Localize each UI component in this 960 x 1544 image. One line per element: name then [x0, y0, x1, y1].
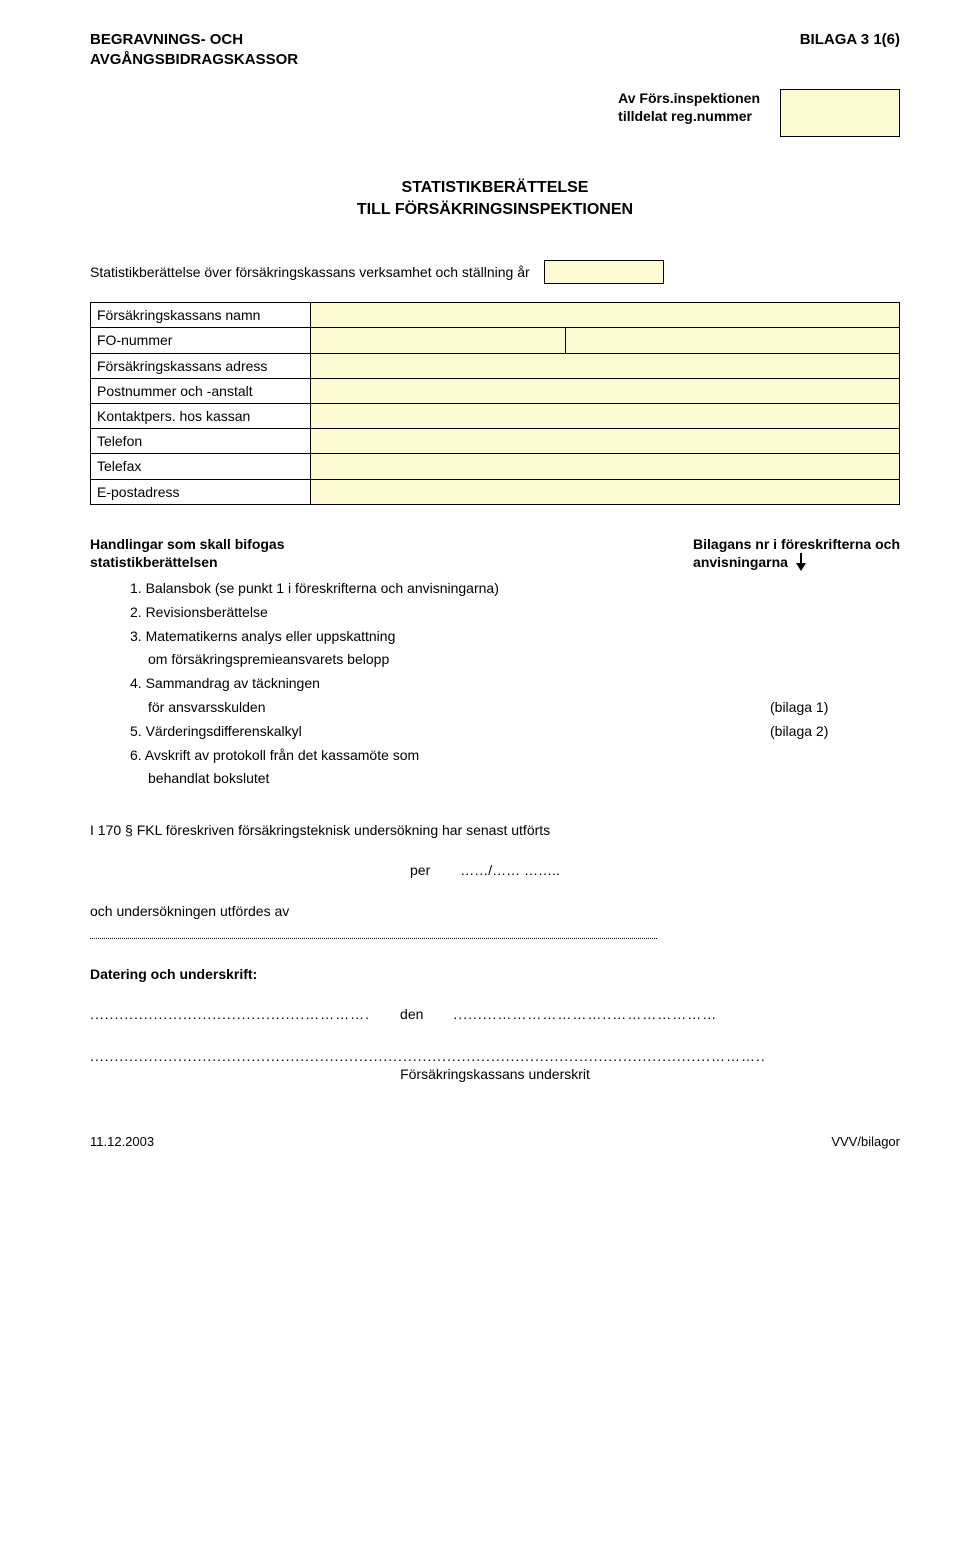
sig-long-dots: ........................................… — [90, 1048, 766, 1064]
field-fax[interactable] — [311, 454, 900, 479]
list-item: 1. Balansbok (se punkt 1 i föreskriftern… — [130, 577, 900, 601]
field-email[interactable] — [311, 479, 900, 504]
field-fonummer[interactable] — [311, 328, 566, 353]
item-4b: för ansvarsskulden — [130, 696, 770, 720]
label-contact: Kontaktpers. hos kassan — [91, 403, 311, 428]
dotted-line — [90, 938, 657, 939]
title-line2: TILL FÖRSÄKRINGSINSPEKTIONEN — [90, 199, 900, 221]
reg-label-line2: tilldelat reg.nummer — [618, 107, 760, 125]
contact-info-table: Försäkringskassans namn FO-nummer Försäk… — [90, 302, 900, 505]
table-row: Telefon — [91, 429, 900, 454]
item-1: 1. Balansbok (se punkt 1 i föreskriftern… — [130, 577, 770, 601]
field-address[interactable] — [311, 353, 900, 378]
label-email: E-postadress — [91, 479, 311, 504]
attach-header-right: Bilagans nr i föreskrifterna och anvisni… — [693, 535, 900, 571]
table-row: E-postadress — [91, 479, 900, 504]
title-line1: STATISTIKBERÄTTELSE — [90, 177, 900, 199]
den-label: den — [400, 1005, 423, 1023]
label-name: Försäkringskassans namn — [91, 303, 311, 328]
reg-label-line1: Av Förs.inspektionen — [618, 89, 760, 107]
list-item: 6. Avskrift av protokoll från det kassam… — [130, 744, 900, 768]
attach-hr2: anvisningarna — [693, 553, 788, 571]
label-phone: Telefon — [91, 429, 311, 454]
sign-place-row: ........................................… — [90, 1005, 900, 1023]
reg-number-field[interactable] — [780, 89, 900, 137]
item-4: 4. Sammandrag av täckningen — [130, 672, 770, 696]
attach-hr2-row: anvisningarna — [693, 553, 900, 571]
table-row: FO-nummer — [91, 328, 900, 353]
label-fax: Telefax — [91, 454, 311, 479]
document-title: STATISTIKBERÄTTELSE TILL FÖRSÄKRINGSINSP… — [90, 177, 900, 220]
attach-header-left: Handlingar som skall bifogas statistikbe… — [90, 535, 285, 571]
attach-hl2: statistikberättelsen — [90, 553, 285, 571]
table-row: Försäkringskassans namn — [91, 303, 900, 328]
item-6b: behandlat bokslutet — [130, 767, 770, 791]
attachments-section: Handlingar som skall bifogas statistikbe… — [90, 535, 900, 792]
table-row: Postnummer och -anstalt — [91, 378, 900, 403]
item-6: 6. Avskrift av protokoll från det kassam… — [130, 744, 770, 768]
label-postal: Postnummer och -anstalt — [91, 378, 311, 403]
list-item: 3. Matematikerns analys eller uppskattni… — [130, 625, 900, 649]
header-right: BILAGA 3 1(6) — [800, 30, 900, 50]
per-label: per — [410, 861, 430, 879]
header-left: BEGRAVNINGS- OCH AVGÅNGSBIDRAGSKASSOR — [90, 30, 298, 69]
list-item: om försäkringspremieansvarets belopp — [130, 648, 900, 672]
label-fonummer: FO-nummer — [91, 328, 311, 353]
list-item: behandlat bokslutet — [130, 767, 900, 791]
den-dots: .........…………………..………………… — [453, 1005, 717, 1023]
attachments-list: 1. Balansbok (se punkt 1 i föreskriftern… — [90, 577, 900, 791]
header-left-line1: BEGRAVNINGS- OCH — [90, 30, 298, 50]
table-row: Försäkringskassans adress — [91, 353, 900, 378]
list-item: 5. Värderingsdifferenskalkyl (bilaga 2) — [130, 720, 900, 744]
list-item: för ansvarsskulden (bilaga 1) — [130, 696, 900, 720]
attach-hl1: Handlingar som skall bifogas — [90, 535, 285, 553]
item-2: 2. Revisionsberättelse — [130, 601, 770, 625]
who-row: och undersökningen utfördes av — [90, 902, 900, 920]
signature-line-row: ........................................… — [90, 1047, 900, 1065]
item-3b: om försäkringspremieansvarets belopp — [130, 648, 770, 672]
table-row: Kontaktpers. hos kassan — [91, 403, 900, 428]
field-postal[interactable] — [311, 378, 900, 403]
attach-hr1: Bilagans nr i föreskrifterna och — [693, 535, 900, 553]
attachments-header: Handlingar som skall bifogas statistikbe… — [90, 535, 900, 571]
item-5-note: (bilaga 2) — [770, 720, 900, 744]
item-5: 5. Värderingsdifferenskalkyl — [130, 720, 770, 744]
down-arrow-icon — [796, 553, 806, 571]
item-3: 3. Matematikerns analys eller uppskattni… — [130, 625, 770, 649]
field-fonummer-hatched — [566, 328, 900, 353]
label-address: Försäkringskassans adress — [91, 353, 311, 378]
field-contact[interactable] — [311, 403, 900, 428]
reg-label: Av Förs.inspektionen tilldelat reg.numme… — [618, 89, 760, 125]
fkl-text: I 170 § FKL föreskriven försäkringstekni… — [90, 821, 900, 839]
field-phone[interactable] — [311, 429, 900, 454]
footer-ref: VVV/bilagor — [831, 1134, 900, 1151]
reg-number-row: Av Förs.inspektionen tilldelat reg.numme… — [90, 89, 900, 137]
per-row: per ……/…… …….. — [90, 861, 900, 879]
item-4-note: (bilaga 1) — [770, 696, 900, 720]
page-header: BEGRAVNINGS- OCH AVGÅNGSBIDRAGSKASSOR BI… — [90, 30, 900, 69]
year-label: Statistikberättelse över försäkringskass… — [90, 263, 530, 281]
signature-heading: Datering och underskrift: — [90, 965, 900, 983]
table-row: Telefax — [91, 454, 900, 479]
signature-caption: Försäkringskassans underskrit — [90, 1065, 900, 1083]
field-name[interactable] — [311, 303, 900, 328]
header-left-line2: AVGÅNGSBIDRAGSKASSOR — [90, 50, 298, 70]
page-footer: 11.12.2003 VVV/bilagor — [90, 1134, 900, 1151]
per-value: ……/…… …….. — [460, 861, 560, 879]
list-item: 2. Revisionsberättelse — [130, 601, 900, 625]
footer-date: 11.12.2003 — [90, 1134, 154, 1151]
place-dots: ........................................… — [90, 1005, 370, 1023]
year-field[interactable] — [544, 260, 664, 284]
year-row: Statistikberättelse över försäkringskass… — [90, 260, 900, 284]
list-item: 4. Sammandrag av täckningen — [130, 672, 900, 696]
